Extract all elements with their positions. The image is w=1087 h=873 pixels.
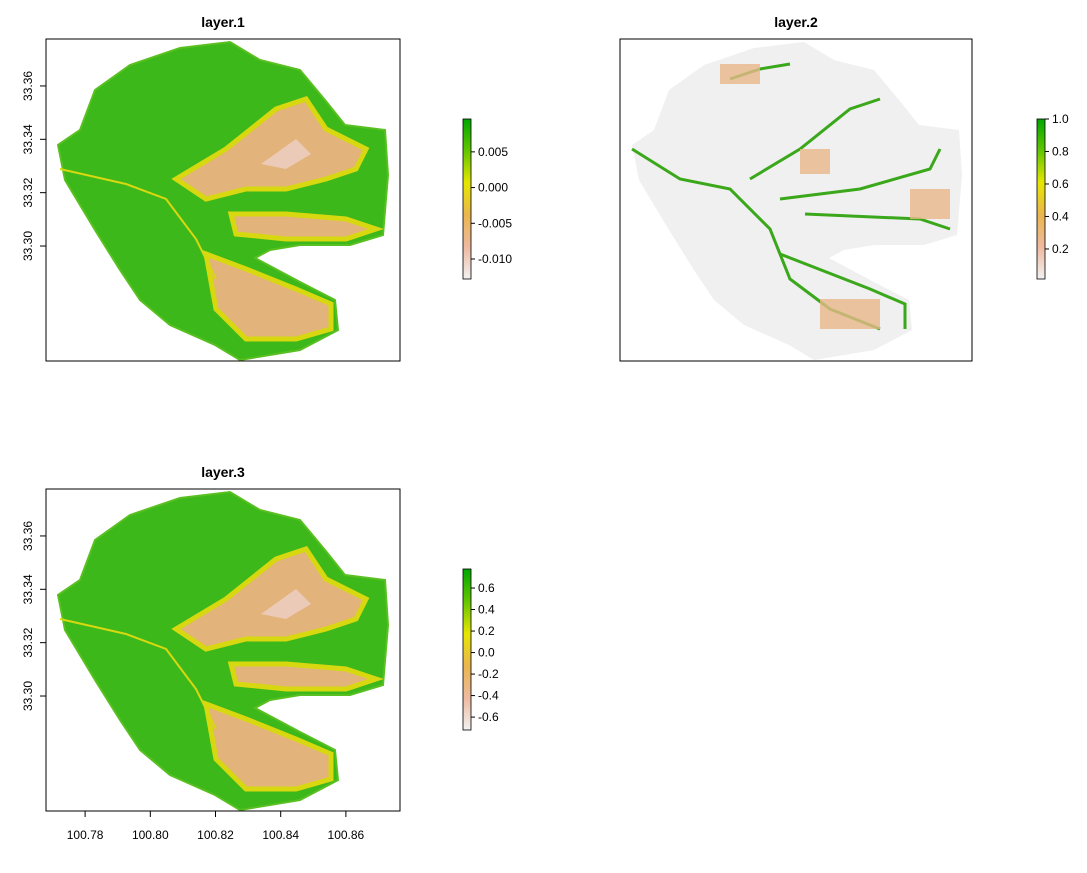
color-bar-label: 1.0 [1052, 112, 1069, 126]
color-bar-label: -0.005 [478, 216, 512, 230]
panel-title: layer.2 [774, 14, 818, 30]
plot-frame [619, 38, 973, 362]
y-tick-label: 33.34 [21, 574, 35, 604]
y-tick-label: 33.32 [21, 627, 35, 657]
x-tick-label: 100.78 [67, 828, 104, 842]
color-bar-label: 0.2 [1052, 242, 1069, 256]
map-image [58, 492, 388, 810]
color-bar-label: -0.4 [478, 689, 499, 703]
color-bar-label: 0.4 [478, 603, 495, 617]
plot-frame [45, 38, 401, 362]
color-bar-label: 0.4 [1052, 209, 1069, 223]
y-tick-label: 33.34 [21, 124, 35, 154]
panel-title: layer.3 [201, 464, 245, 480]
y-tick-label: 33.36 [21, 71, 35, 101]
color-bar-label: 0.6 [478, 581, 495, 595]
color-bar-label: 0.005 [478, 145, 508, 159]
color-bar-label: 0.8 [1052, 144, 1069, 158]
color-bar-label: 0.000 [478, 181, 508, 195]
plot-frame [45, 488, 401, 812]
color-bar [462, 568, 472, 731]
y-tick-label: 33.32 [21, 177, 35, 207]
x-tick-label: 100.82 [197, 828, 234, 842]
x-tick-label: 100.86 [328, 828, 365, 842]
color-bar-label: -0.010 [478, 252, 512, 266]
panel-title: layer.1 [201, 14, 245, 30]
color-bar-label: 0.2 [478, 624, 495, 638]
color-bar-label: -0.2 [478, 667, 499, 681]
x-tick-label: 100.80 [132, 828, 169, 842]
color-bar [1036, 118, 1046, 280]
color-bar-label: 0.6 [1052, 177, 1069, 191]
x-tick-label: 100.84 [262, 828, 299, 842]
color-bar-label: -0.6 [478, 710, 499, 724]
color-bar [462, 118, 472, 280]
color-bar-label: 0.0 [478, 646, 495, 660]
y-tick-label: 33.30 [21, 231, 35, 261]
y-tick-label: 33.36 [21, 521, 35, 551]
map-image [630, 40, 964, 361]
map-image [58, 42, 388, 360]
y-tick-label: 33.30 [21, 681, 35, 711]
